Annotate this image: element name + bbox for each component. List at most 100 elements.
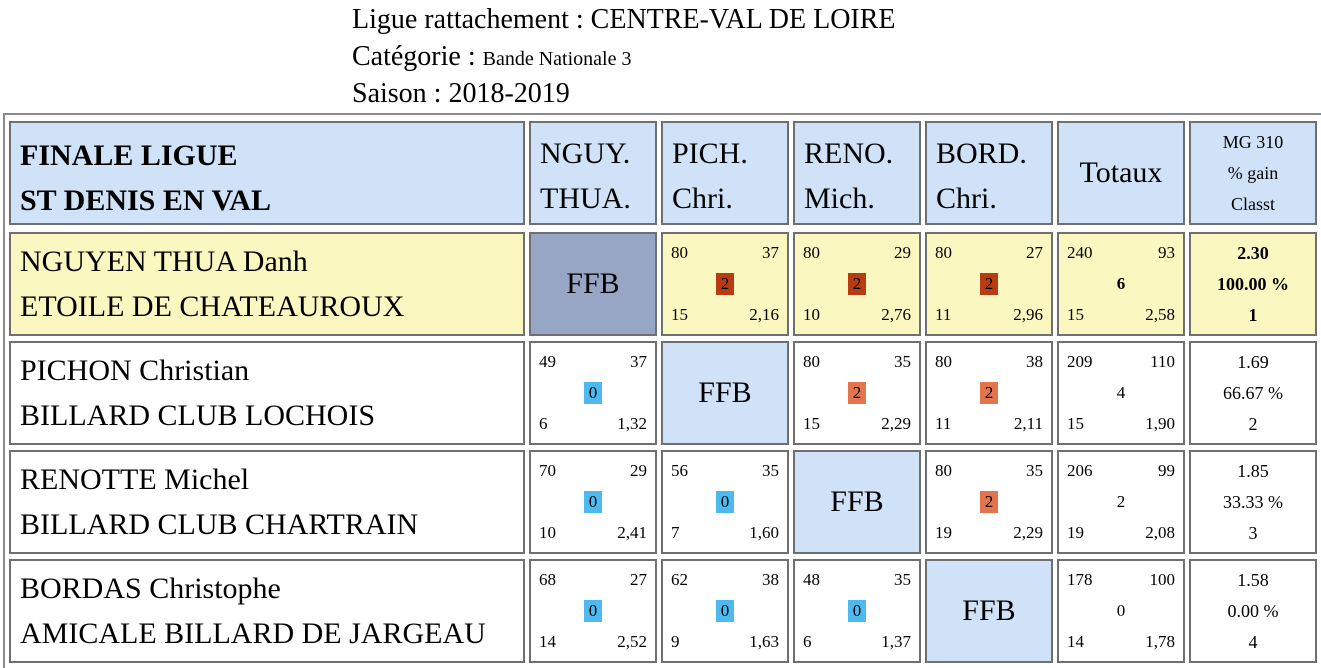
player-header-line1: BORD.	[936, 137, 1027, 170]
gain-percent: 33.33 %	[1223, 492, 1283, 512]
categorie-label: Catégorie :	[352, 41, 483, 72]
match-best-series: 38	[762, 570, 779, 589]
categorie-line: Catégorie : Bande Nationale 3	[352, 39, 631, 77]
win-badge: 2	[980, 273, 998, 295]
match-innings: 15	[803, 414, 820, 433]
player-column-header: RENO. Mich.	[793, 121, 921, 225]
match-result-cell: 80 27 2 11 2,96	[925, 232, 1053, 336]
player-column-header: BORD. Chri.	[925, 121, 1053, 225]
player-header-line2: Chri.	[672, 182, 733, 215]
match-points: 80	[935, 243, 952, 262]
total-match-points: 4	[1116, 383, 1126, 402]
total-average: 1,78	[1145, 632, 1175, 651]
total-points: 209	[1067, 352, 1093, 371]
ligue-line: Ligue rattachement : CENTRE-VAL DE LOIRE	[352, 2, 896, 38]
mg-header-line3: Classt	[1230, 194, 1275, 214]
match-best-series: 35	[894, 570, 911, 589]
ffb-self-cell: FFB	[661, 341, 789, 445]
match-result-cell: 80 35 2 15 2,29	[793, 341, 921, 445]
player-club: ETOILE DE CHATEAUROUX	[20, 290, 405, 323]
loss-badge: 0	[584, 600, 602, 622]
mg-cell: 1.69 66.67 % 2	[1189, 341, 1317, 445]
totals-cell: 209 110 4 15 1,90	[1057, 341, 1185, 445]
player-name-cell: RENOTTE Michel BILLARD CLUB CHARTRAIN	[9, 450, 525, 554]
match-points: 80	[803, 352, 820, 371]
total-best-series: 100	[1149, 570, 1176, 589]
rank: 2	[1248, 414, 1258, 434]
match-result-cell: 80 35 2 19 2,29	[925, 450, 1053, 554]
loss-badge: 0	[584, 491, 602, 513]
win-badge: 2	[716, 273, 734, 295]
saison-label: Saison :	[352, 78, 449, 109]
loss-badge: 0	[716, 491, 734, 513]
match-innings: 10	[539, 523, 556, 542]
table-title: FINALE LIGUE ST DENIS EN VAL	[9, 121, 525, 225]
player-name: NGUYEN THUA Danh	[20, 245, 308, 278]
match-result-cell: 49 37 0 6 1,32	[529, 341, 657, 445]
player-club: AMICALE BILLARD DE JARGEAU	[20, 617, 486, 650]
match-innings: 6	[803, 632, 812, 651]
player-column-header: PICH. Chri.	[661, 121, 789, 225]
ligue-value: CENTRE-VAL DE LOIRE	[590, 4, 896, 35]
total-innings: 15	[1067, 414, 1084, 433]
player-header-line1: RENO.	[804, 137, 894, 170]
match-best-series: 29	[894, 243, 911, 262]
player-name-cell: NGUYEN THUA Danh ETOILE DE CHATEAUROUX	[9, 232, 525, 336]
total-average: 2,58	[1145, 305, 1175, 324]
player-column-header: NGUY. THUA.	[529, 121, 657, 225]
match-best-series: 29	[630, 461, 647, 480]
match-result-cell: 62 38 0 9 1,63	[661, 559, 789, 663]
match-average: 1,37	[881, 632, 911, 651]
match-best-series: 27	[1026, 243, 1043, 262]
saison-line: Saison : 2018-2019	[352, 76, 570, 112]
match-average: 2,52	[617, 632, 647, 651]
match-average: 1,63	[749, 632, 779, 651]
total-average: 2,08	[1145, 523, 1175, 542]
total-innings: 15	[1067, 305, 1084, 324]
total-match-points: 6	[1116, 274, 1126, 293]
player-name: BORDAS Christophe	[20, 572, 281, 605]
match-innings: 11	[935, 305, 952, 324]
match-best-series: 35	[762, 461, 779, 480]
match-points: 62	[671, 570, 688, 589]
ffb-self-cell: FFB	[925, 559, 1053, 663]
match-result-cell: 48 35 0 6 1,37	[793, 559, 921, 663]
match-best-series: 35	[1026, 461, 1043, 480]
match-points: 49	[539, 352, 556, 371]
total-innings: 19	[1067, 523, 1084, 542]
player-club: BILLARD CLUB LOCHOIS	[20, 399, 376, 432]
match-points: 70	[539, 461, 556, 480]
total-points: 206	[1067, 461, 1093, 480]
match-average: 2,29	[881, 414, 911, 433]
totals-cell: 240 93 6 15 2,58	[1057, 232, 1185, 336]
total-points: 240	[1067, 243, 1093, 262]
match-best-series: 35	[894, 352, 911, 371]
player-name-cell: PICHON Christian BILLARD CLUB LOCHOIS	[9, 341, 525, 445]
match-points: 80	[803, 243, 820, 262]
player-header-line1: PICH.	[672, 137, 748, 170]
ffb-self-cell: FFB	[529, 232, 657, 336]
match-result-cell: 68 27 0 14 2,52	[529, 559, 657, 663]
gain-percent: 66.67 %	[1223, 383, 1283, 403]
win-badge: 2	[980, 382, 998, 404]
loss-badge: 0	[716, 600, 734, 622]
player-header-line2: Mich.	[804, 182, 875, 215]
mg-header: MG 310 % gain Classt	[1189, 121, 1317, 225]
match-innings: 14	[539, 632, 556, 651]
mg-header-line2: % gain	[1227, 163, 1279, 183]
table-title-line2: ST DENIS EN VAL	[20, 184, 271, 217]
total-best-series: 110	[1150, 352, 1175, 371]
total-match-points: 2	[1116, 492, 1126, 511]
total-best-series: 99	[1158, 461, 1175, 480]
match-innings: 19	[935, 523, 952, 542]
mg-cell: 2.30 100.00 % 1	[1189, 232, 1317, 336]
match-result-cell: 56 35 0 7 1,60	[661, 450, 789, 554]
match-points: 68	[539, 570, 556, 589]
table-title-line1: FINALE LIGUE	[20, 139, 238, 172]
totals-header: Totaux	[1057, 121, 1185, 225]
match-result-cell: 70 29 0 10 2,41	[529, 450, 657, 554]
mg-value: 1.85	[1237, 461, 1269, 481]
win-badge: 2	[848, 273, 866, 295]
categorie-value: Bande Nationale 3	[482, 48, 632, 70]
loss-badge: 0	[584, 382, 602, 404]
